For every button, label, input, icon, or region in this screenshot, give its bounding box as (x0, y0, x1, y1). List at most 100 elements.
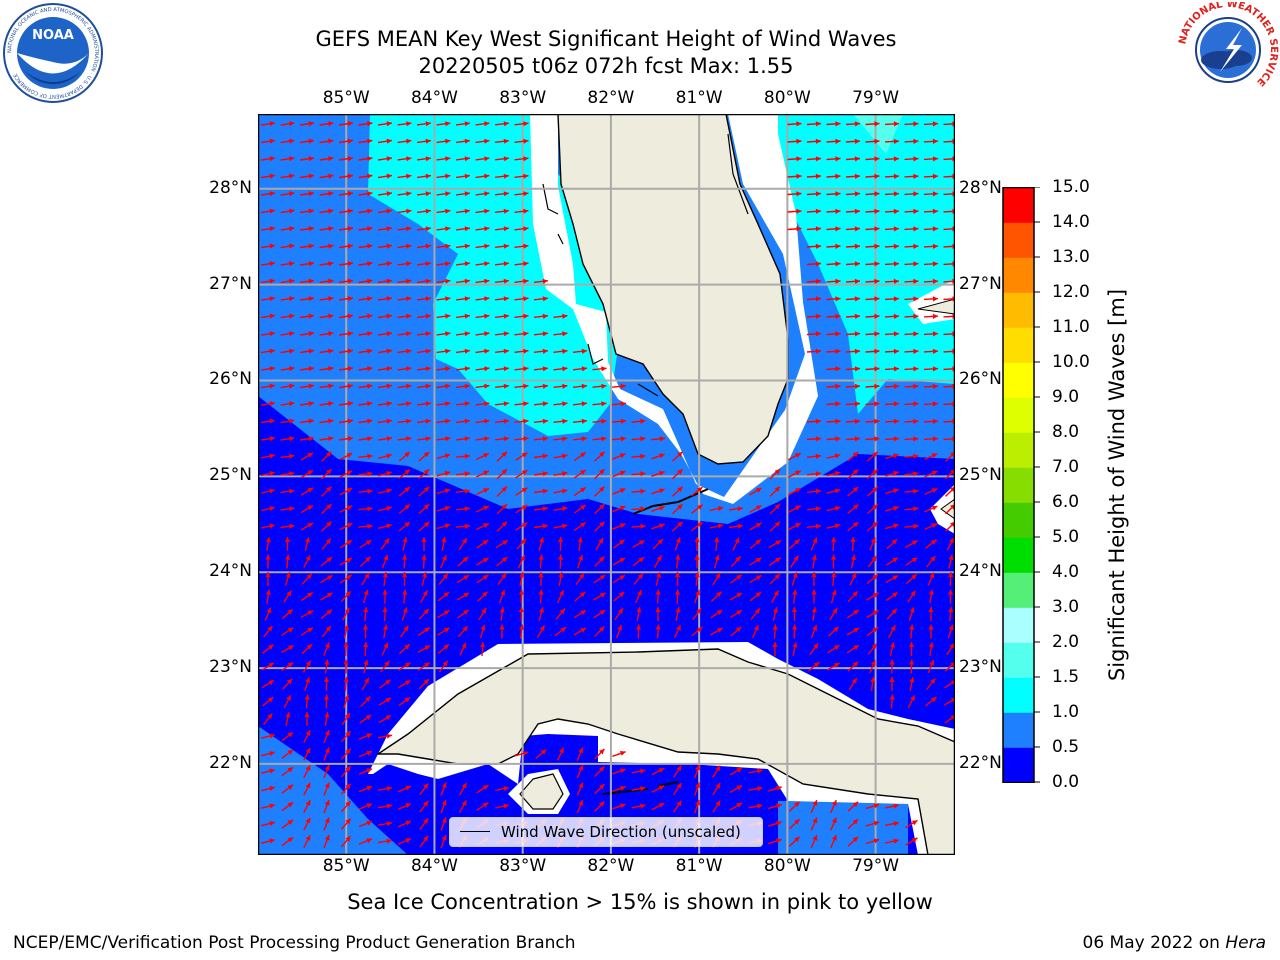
wind-arrow-head (406, 278, 412, 284)
lon-tick-label: 84°W (410, 88, 458, 108)
wind-arrow-head (308, 191, 314, 197)
wind-arrow-head (287, 609, 293, 615)
wind-arrow-head (385, 715, 391, 721)
wind-arrow-head (503, 366, 509, 372)
colorbar-tick-label: 2.0 (1052, 632, 1080, 652)
lon-tick-label: 81°W (675, 856, 723, 876)
wind-arrow-head (269, 453, 275, 459)
wind-arrow-head (269, 768, 275, 774)
wind-arrow-head (542, 278, 548, 284)
wind-arrow-head (620, 768, 626, 774)
wind-arrow-head (305, 555, 311, 561)
wind-arrow-head (423, 818, 429, 824)
wind-arrow-head (854, 313, 860, 319)
wind-arrow-head (445, 366, 451, 372)
wind-arrow-head (676, 783, 682, 789)
wind-arrow-head (305, 765, 311, 771)
wind-arrow-head (580, 452, 586, 458)
colorbar-tick-label: 3.0 (1052, 597, 1080, 617)
wind-arrow (943, 403, 955, 406)
wind-arrow-head (287, 802, 294, 808)
wind-arrow-head (792, 624, 798, 630)
wind-arrow-head (873, 820, 880, 826)
wind-arrow-head (617, 624, 623, 631)
wind-arrow-head (872, 521, 878, 528)
wind-arrow-head (776, 838, 782, 844)
wind-arrow-head (932, 348, 938, 354)
wind-arrow-head (269, 121, 275, 127)
wind-arrow-head (620, 418, 626, 424)
wind-arrow-head (599, 784, 605, 790)
wind-arrow-head (656, 572, 661, 578)
wind-arrow-head (871, 643, 877, 649)
wind-arrow-head (659, 470, 665, 476)
wind-arrow-head (324, 782, 330, 789)
wind-arrow-head (913, 296, 919, 302)
wind-arrow-head (324, 712, 330, 718)
wind-arrow-head (831, 817, 837, 824)
wind-arrow-head (637, 590, 642, 596)
wind-arrow-head (386, 138, 392, 144)
wind-arrow-head (854, 296, 860, 302)
wind-arrow-head (715, 783, 721, 789)
wind-arrow-head (523, 313, 529, 319)
wind-arrow-head (404, 697, 411, 703)
wind-arrow-head (835, 156, 841, 162)
wind-arrow-head (562, 436, 568, 442)
wind-arrow-head (874, 121, 880, 127)
wind-arrow-head (714, 554, 720, 561)
wind-arrow-head (913, 191, 919, 197)
wind-arrow-head (425, 208, 431, 214)
wind-arrow-head (913, 121, 919, 127)
wind-arrow-head (714, 537, 720, 543)
wind-arrow-head (484, 436, 490, 442)
colorbar-tick-label: 10.0 (1052, 352, 1090, 372)
wind-arrow-head (305, 817, 311, 824)
wind-arrow-head (578, 554, 584, 561)
wind-arrow-head (269, 191, 275, 197)
wind-arrow-head (734, 537, 740, 544)
wind-arrow-head (852, 504, 859, 510)
wind-arrow-head (852, 591, 858, 597)
wind-arrow-head (289, 453, 295, 459)
wind-arrow-head (269, 243, 275, 249)
wind-arrow-head (796, 173, 802, 179)
wind-arrow-head (932, 313, 938, 319)
wind-arrow-head (406, 296, 412, 302)
wind-arrow-head (307, 487, 313, 493)
wind-arrow-head (755, 505, 762, 511)
wind-arrow-head (833, 626, 839, 632)
wind-arrow-head (503, 208, 509, 214)
wind-arrow-head (521, 522, 528, 528)
wind-arrow-head (872, 574, 878, 580)
wind-arrow-head (445, 348, 451, 354)
wind-arrow-head (932, 208, 938, 214)
wind-arrow-head (323, 677, 330, 682)
sea-ice-note: Sea Ice Concentration > 15% is shown in … (347, 890, 933, 914)
wind-arrow-head (308, 383, 314, 389)
colorbar (1002, 187, 1040, 783)
wind-arrow-head (755, 575, 762, 581)
wind-arrow-head (601, 436, 607, 442)
colorbar-tick-label: 6.0 (1052, 492, 1080, 512)
wind-arrow-head (835, 331, 841, 337)
wind-arrow-head (386, 366, 392, 372)
wind-arrow-head (425, 243, 431, 249)
wind-arrow-head (519, 589, 525, 595)
wind-arrow-head (286, 695, 291, 701)
wind-arrow-head (815, 348, 821, 354)
wind-arrow-head (581, 436, 587, 442)
wind-arrow-head (815, 506, 821, 512)
wind-arrow-head (890, 625, 896, 631)
wind-arrow-head (367, 313, 373, 319)
wind-arrow-head (503, 191, 509, 197)
wind-arrow-head (386, 401, 392, 407)
wind-arrow-head (328, 366, 334, 372)
wind-arrow-head (382, 589, 388, 595)
wind-arrow-head (835, 296, 841, 302)
wind-arrow-head (269, 506, 275, 512)
wind-arrow-head (874, 436, 880, 442)
wind-arrow-head (694, 554, 700, 560)
wind-arrow-head (736, 785, 743, 791)
wind-arrow-head (326, 469, 332, 475)
